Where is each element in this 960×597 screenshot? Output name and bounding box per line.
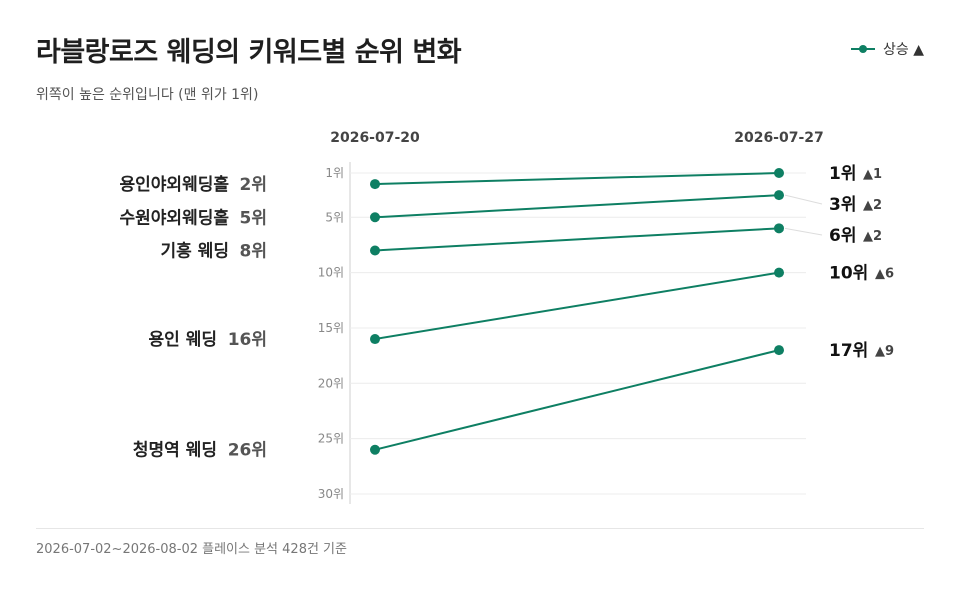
series-line bbox=[374, 194, 780, 219]
point-start bbox=[370, 245, 380, 256]
series-line bbox=[374, 227, 780, 252]
footer-divider bbox=[36, 528, 924, 529]
x-label-end: 2026-07-27 bbox=[734, 130, 824, 146]
chart-title: 라블랑로즈 웨딩의 키워드별 순위 변화 bbox=[36, 37, 462, 68]
y-tick-label: 5위 bbox=[325, 210, 344, 224]
end-rank-label: 6위 bbox=[829, 226, 856, 246]
y-tick-label: 25위 bbox=[318, 432, 344, 446]
point-end bbox=[774, 345, 784, 356]
y-tick-label: 15위 bbox=[318, 321, 344, 335]
y-tick-label: 1위 bbox=[325, 166, 344, 180]
rank-change-label: ▲9 bbox=[875, 344, 894, 359]
label-leader-line bbox=[784, 227, 823, 236]
point-end bbox=[774, 223, 784, 234]
series-line bbox=[374, 271, 780, 341]
point-start bbox=[370, 444, 380, 455]
end-rank-label: 10위 bbox=[829, 264, 868, 284]
start-rank-label: 2위 bbox=[240, 175, 267, 195]
chart-subtitle: 위쪽이 높은 순위입니다 (맨 위가 1위) bbox=[36, 87, 259, 103]
point-start bbox=[370, 179, 380, 190]
y-tick-label: 30위 bbox=[318, 487, 344, 501]
end-rank-label: 17위 bbox=[829, 341, 868, 361]
footer-note: 2026-07-02~2026-08-02 플레이스 분석 428건 기준 bbox=[36, 542, 347, 557]
rank-change-label: ▲1 bbox=[863, 167, 882, 182]
point-end bbox=[774, 190, 784, 201]
point-end bbox=[774, 168, 784, 178]
legend-label: 상승 ▲ bbox=[883, 42, 924, 58]
start-rank-label: 5위 bbox=[240, 208, 267, 228]
start-rank-label: 26위 bbox=[228, 441, 267, 461]
x-label-start: 2026-07-20 bbox=[330, 130, 420, 146]
end-rank-label: 3위 bbox=[829, 195, 856, 215]
keyword-label: 용인야외웨딩홀 bbox=[120, 174, 230, 195]
keyword-label: 청명역 웨딩 bbox=[133, 440, 217, 461]
series-line bbox=[374, 349, 780, 451]
legend-line-marker-icon bbox=[851, 45, 876, 53]
legend: 상승 ▲ bbox=[851, 39, 924, 59]
start-rank-label: 16위 bbox=[228, 330, 267, 350]
start-rank-label: 8위 bbox=[240, 241, 267, 261]
point-start bbox=[370, 212, 380, 223]
keyword-label: 기흥 웨딩 bbox=[161, 240, 229, 261]
point-end bbox=[774, 267, 784, 278]
rank-change-label: ▲2 bbox=[863, 229, 882, 244]
end-rank-label: 1위 bbox=[829, 164, 856, 184]
keyword-label: 수원야외웨딩홀 bbox=[120, 207, 230, 228]
keyword-label: 용인 웨딩 bbox=[149, 330, 217, 350]
series-line bbox=[374, 172, 780, 186]
rank-change-label: ▲2 bbox=[863, 198, 882, 213]
point-start bbox=[370, 334, 380, 345]
y-tick-label: 10위 bbox=[318, 266, 344, 280]
label-leader-line bbox=[784, 194, 823, 205]
y-tick-label: 20위 bbox=[318, 376, 344, 390]
rank-change-label: ▲6 bbox=[875, 267, 894, 282]
